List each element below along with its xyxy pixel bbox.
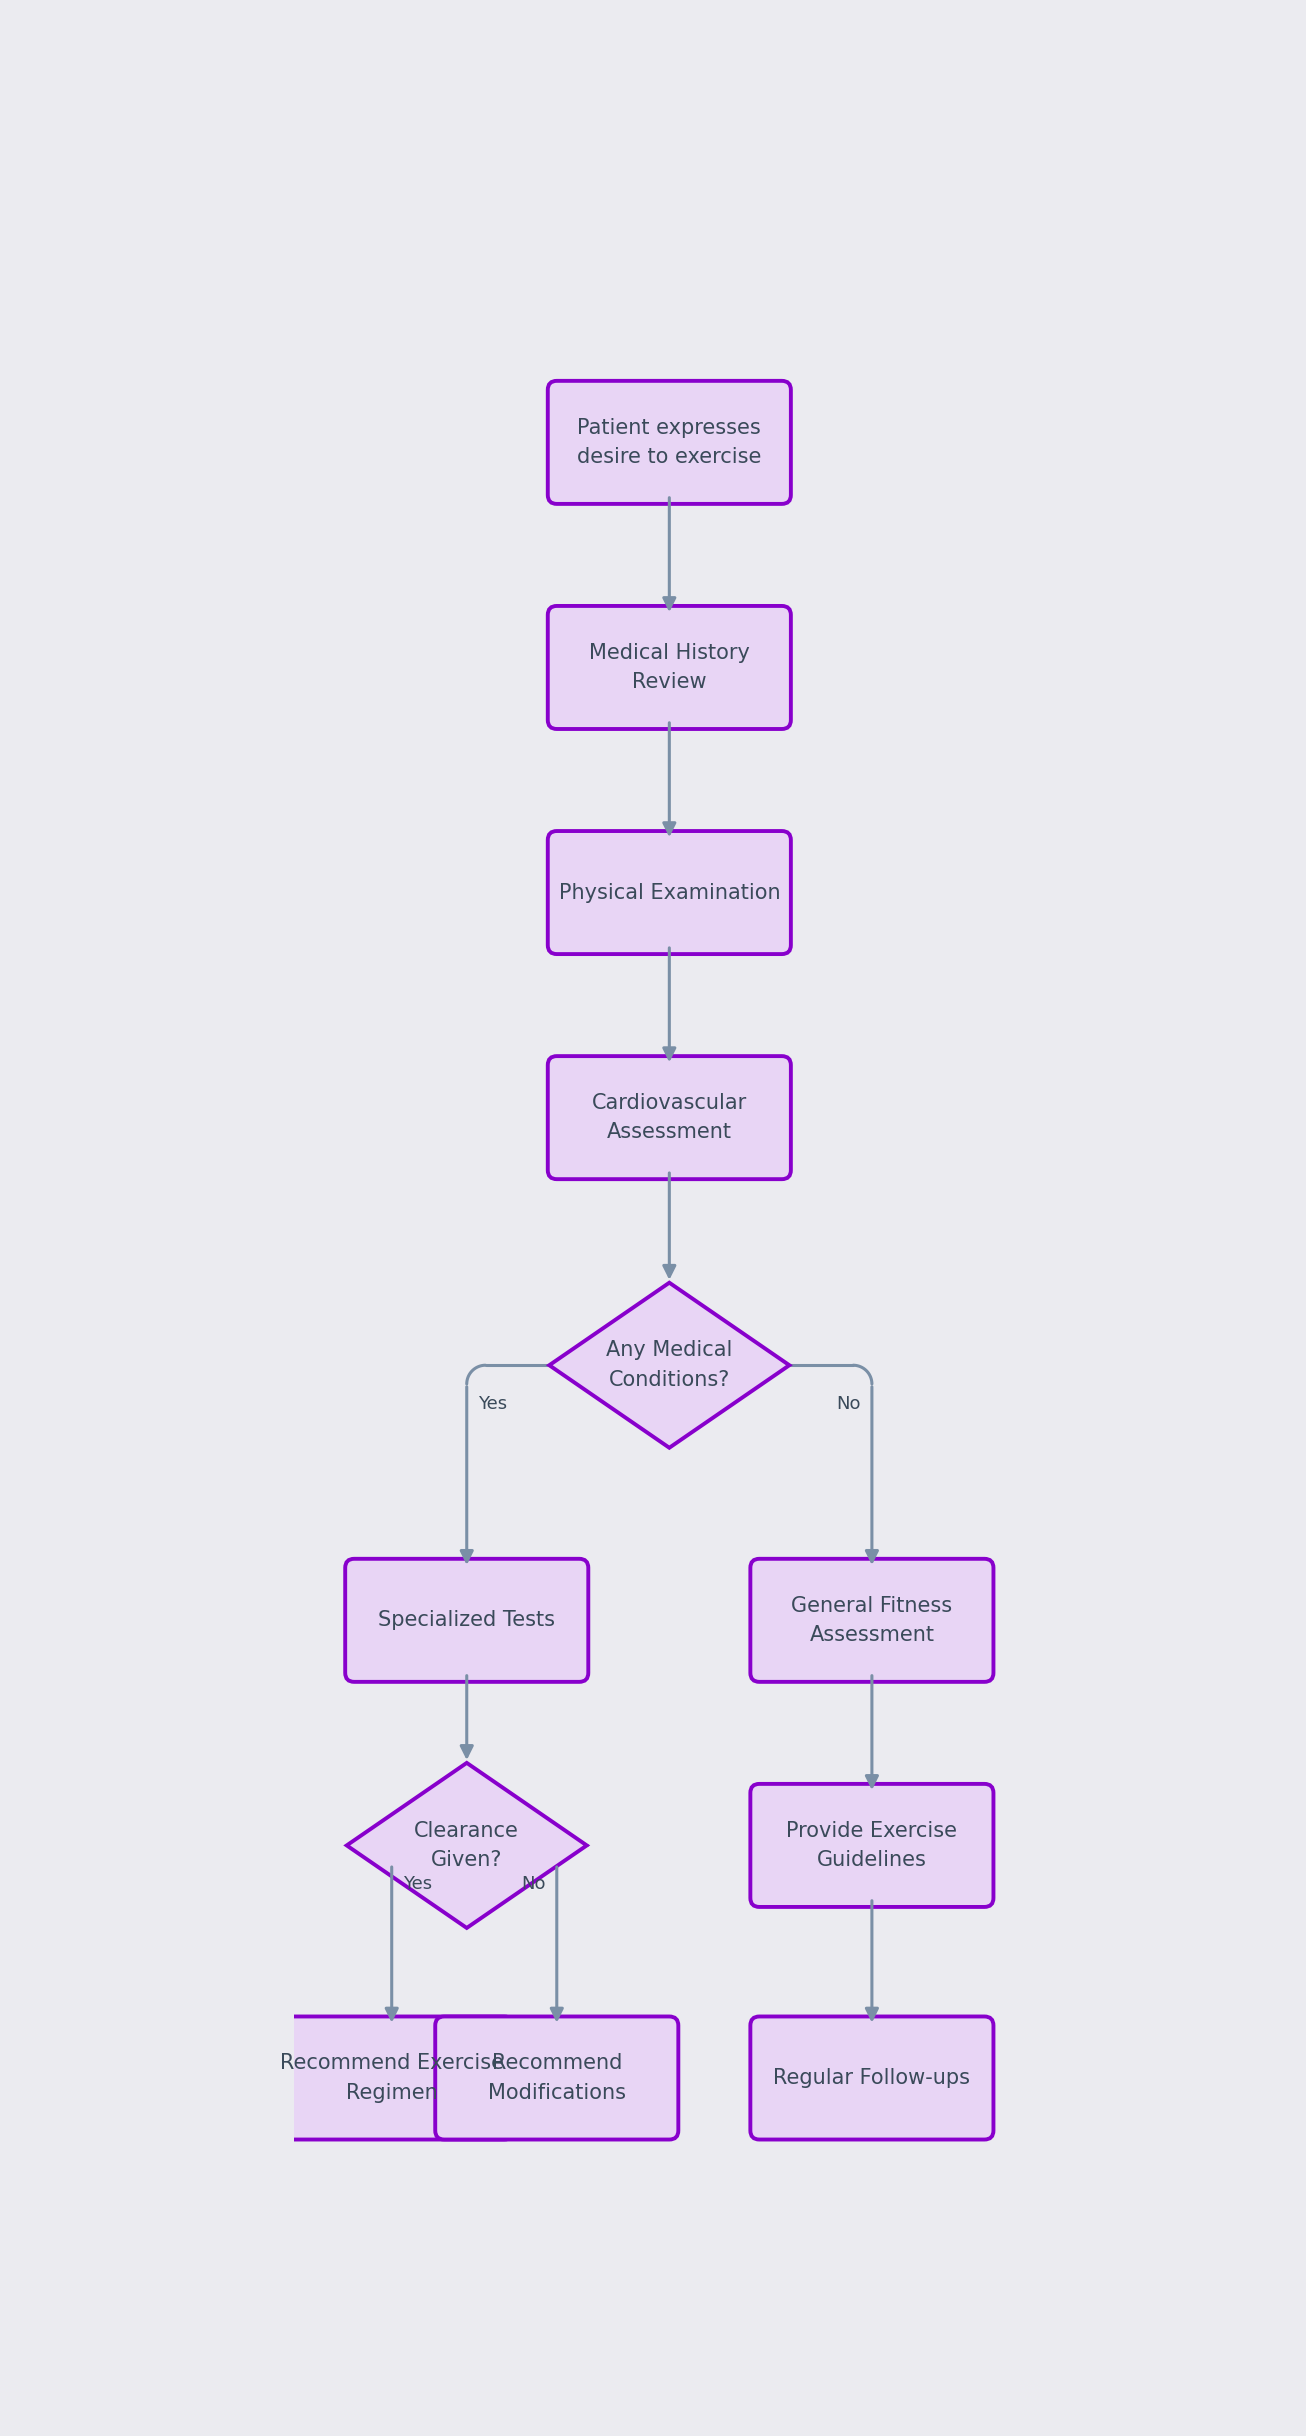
Text: Clearance
Given?: Clearance Given? [414, 1820, 520, 1871]
Text: Yes: Yes [404, 1876, 432, 1893]
FancyBboxPatch shape [270, 2017, 513, 2139]
Text: Patient expresses
desire to exercise: Patient expresses desire to exercise [577, 417, 761, 468]
FancyBboxPatch shape [547, 831, 791, 955]
Text: Cardiovascular
Assessment: Cardiovascular Assessment [592, 1094, 747, 1142]
Text: Physical Examination: Physical Examination [559, 882, 780, 904]
FancyBboxPatch shape [435, 2017, 678, 2139]
Text: No: No [521, 1876, 546, 1893]
Text: Recommend
Modifications: Recommend Modifications [487, 2054, 626, 2102]
FancyBboxPatch shape [751, 1559, 994, 1681]
Text: Yes: Yes [478, 1396, 507, 1413]
FancyBboxPatch shape [547, 380, 791, 504]
Text: Any Medical
Conditions?: Any Medical Conditions? [606, 1340, 733, 1391]
Text: General Fitness
Assessment: General Fitness Assessment [791, 1596, 952, 1644]
FancyBboxPatch shape [751, 1783, 994, 1907]
FancyBboxPatch shape [345, 1559, 588, 1681]
FancyBboxPatch shape [547, 607, 791, 728]
FancyBboxPatch shape [751, 2017, 994, 2139]
Text: No: No [836, 1396, 861, 1413]
Text: Medical History
Review: Medical History Review [589, 643, 750, 692]
Text: Specialized Tests: Specialized Tests [379, 1610, 555, 1630]
FancyBboxPatch shape [547, 1057, 791, 1179]
Text: Regular Follow-ups: Regular Follow-ups [773, 2068, 970, 2088]
Text: Recommend Exercise
Regimen: Recommend Exercise Regimen [279, 2054, 504, 2102]
Polygon shape [346, 1764, 586, 1927]
Text: Provide Exercise
Guidelines: Provide Exercise Guidelines [786, 1820, 957, 1871]
Polygon shape [550, 1284, 789, 1447]
